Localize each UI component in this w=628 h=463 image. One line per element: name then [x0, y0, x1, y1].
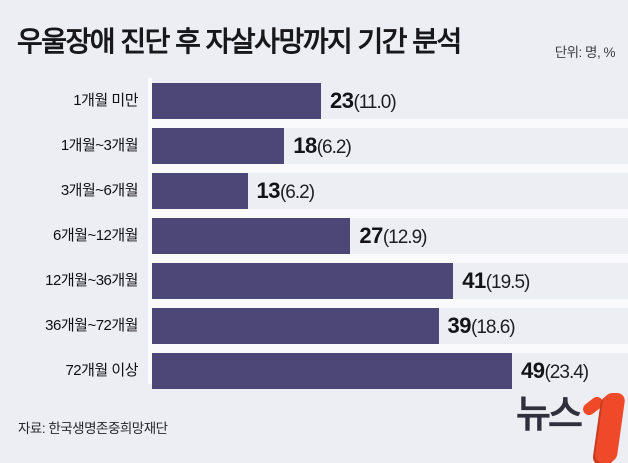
value-percentage: (23.4) [544, 362, 589, 383]
bar [152, 172, 248, 209]
unit-label: 단위: 명, % [554, 45, 616, 60]
value-count: 49 [521, 358, 545, 383]
value-count: 27 [359, 223, 383, 248]
category-label: 3개월~6개월 [60, 182, 139, 199]
bar [152, 82, 321, 119]
value-count: 23 [329, 88, 354, 113]
chart-row: 3개월~6개월 13(6.2) [0, 168, 628, 218]
infographic-page: { "colors": { "background": "#edeef4", "… [0, 26, 628, 463]
chart-row: 1개월~3개월 18(6.2) [0, 123, 628, 173]
bar [152, 352, 512, 389]
category-label: 12개월~36개월 [45, 272, 138, 289]
value-count: 13 [256, 178, 281, 203]
value-label: 27(12.9) [359, 213, 428, 258]
value-percentage: (19.5) [485, 272, 531, 293]
value-count: 39 [447, 313, 472, 338]
bar [152, 217, 351, 254]
value-percentage: (12.9) [382, 227, 428, 248]
category-label: 1개월 미만 [73, 92, 138, 109]
bar [152, 307, 439, 344]
value-percentage: (11.0) [353, 92, 396, 113]
bar-chart: 1개월 미만 23(11.0) 1개월~3개월 18(6.2) 3개월~6개월 13(6.… [0, 78, 628, 393]
chart-row: 36개월~72개월 39(18.6) [0, 303, 628, 353]
value-label: 13(6.2) [256, 168, 316, 213]
value-count: 41 [462, 268, 486, 293]
category-label: 6개월~12개월 [53, 227, 139, 244]
bar [152, 262, 454, 299]
news1-logo-text: 뉴스 [516, 394, 583, 436]
value-label: 41(19.5) [462, 258, 531, 303]
news1-logo-one-icon [580, 391, 626, 463]
value-label: 18(6.2) [293, 123, 352, 168]
value-percentage: (6.2) [316, 137, 352, 158]
category-label: 72개월 이상 [65, 362, 138, 379]
category-label: 36개월~72개월 [45, 317, 138, 334]
chart-title: 우울장애 진단 후 자살사망까지 기간 분석 [17, 26, 462, 57]
value-count: 18 [293, 133, 317, 158]
value-label: 49(23.4) [521, 348, 589, 393]
chart-rows: 1개월 미만 23(11.0) 1개월~3개월 18(6.2) 3개월~6개월 13(6.… [0, 78, 628, 393]
value-label: 23(11.0) [329, 78, 397, 123]
chart-row: 6개월~12개월 27(12.9) [0, 213, 628, 263]
category-label: 1개월~3개월 [60, 137, 139, 154]
source-note: 자료: 한국생명존중희망재단 [18, 421, 168, 436]
chart-row: 72개월 이상 49(23.4) [0, 348, 628, 393]
axis-baseline [148, 78, 152, 384]
value-percentage: (18.6) [471, 317, 516, 338]
chart-row: 1개월 미만 23(11.0) [0, 78, 628, 128]
value-label: 39(18.6) [447, 303, 516, 348]
chart-row: 12개월~36개월 41(19.5) [0, 258, 628, 308]
bar [152, 127, 285, 164]
value-percentage: (6.2) [279, 182, 315, 203]
